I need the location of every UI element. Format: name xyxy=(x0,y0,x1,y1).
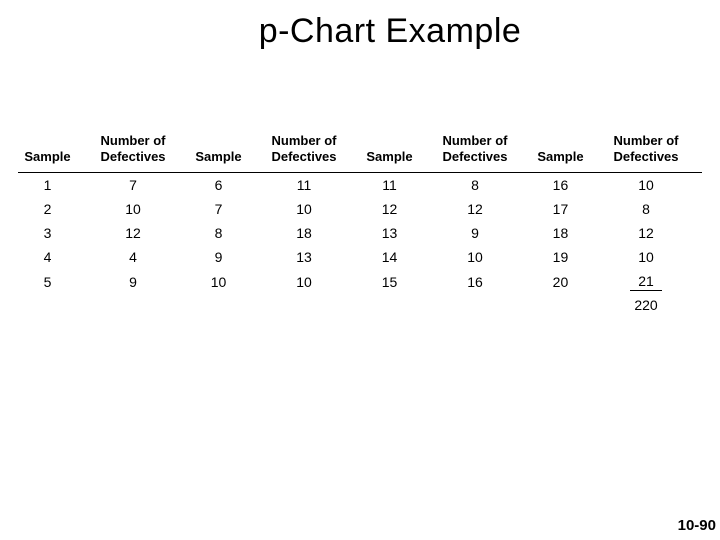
cell-sample: 19 xyxy=(531,245,590,269)
cell-defect: 9 xyxy=(77,269,189,295)
col-defect-2: Number of Defectives xyxy=(248,133,360,173)
cell-defect: 12 xyxy=(419,197,531,221)
cell-defect: 10 xyxy=(419,245,531,269)
defectives-table: Sample Number of Defectives Sample Numbe… xyxy=(18,133,702,317)
cell-sample: 6 xyxy=(189,173,248,197)
col-sample-1: Sample xyxy=(18,133,77,173)
cell-sample: 9 xyxy=(189,245,248,269)
page-number: 10-90 xyxy=(678,517,716,534)
cell-defect: 4 xyxy=(77,245,189,269)
cell-defect: 10 xyxy=(248,269,360,295)
col-sample-4: Sample xyxy=(531,133,590,173)
col-sample-3: Sample xyxy=(360,133,419,173)
cell-sample: 7 xyxy=(189,197,248,221)
hdr-line1: Number of xyxy=(442,133,507,148)
cell-defect: 7 xyxy=(77,173,189,197)
col-defect-4: Number of Defectives xyxy=(590,133,702,173)
cell-defect: 10 xyxy=(590,245,702,269)
cell-defect: 16 xyxy=(419,269,531,295)
table-row: 4 4 9 13 14 10 19 10 xyxy=(18,245,702,269)
total-value: 220 xyxy=(590,295,702,317)
hdr-line1: Number of xyxy=(271,133,336,148)
col-defect-1: Number of Defectives xyxy=(77,133,189,173)
hdr-line2: Defectives xyxy=(442,149,507,164)
page-title: p-Chart Example xyxy=(0,0,720,51)
cell-defect: 12 xyxy=(590,221,702,245)
cell-sample: 4 xyxy=(18,245,77,269)
header-row: Sample Number of Defectives Sample Numbe… xyxy=(18,133,702,173)
cell-defect: 11 xyxy=(248,173,360,197)
cell-sample: 3 xyxy=(18,221,77,245)
table-row: 2 10 7 10 12 12 17 8 xyxy=(18,197,702,221)
cell-defect: 21 xyxy=(590,269,702,295)
table-row: 3 12 8 18 13 9 18 12 xyxy=(18,221,702,245)
cell-defect: 8 xyxy=(590,197,702,221)
table-row: 1 7 6 11 11 8 16 10 xyxy=(18,173,702,197)
cell-defect: 12 xyxy=(77,221,189,245)
cell-sample: 20 xyxy=(531,269,590,295)
cell-sample: 13 xyxy=(360,221,419,245)
cell-sample: 10 xyxy=(189,269,248,295)
cell-sample: 2 xyxy=(18,197,77,221)
last-value-underlined: 21 xyxy=(630,273,662,291)
cell-sample: 14 xyxy=(360,245,419,269)
table-body: 1 7 6 11 11 8 16 10 2 10 7 10 12 12 17 8… xyxy=(18,173,702,317)
table-row: 5 9 10 10 15 16 20 21 xyxy=(18,269,702,295)
cell-sample: 11 xyxy=(360,173,419,197)
cell-defect: 10 xyxy=(590,173,702,197)
cell-sample: 8 xyxy=(189,221,248,245)
cell-sample: 5 xyxy=(18,269,77,295)
cell-defect: 10 xyxy=(248,197,360,221)
cell-sample: 12 xyxy=(360,197,419,221)
cell-defect: 9 xyxy=(419,221,531,245)
hdr-line2: Defectives xyxy=(271,149,336,164)
cell-defect: 13 xyxy=(248,245,360,269)
hdr-line1: Number of xyxy=(101,133,166,148)
cell-sample: 18 xyxy=(531,221,590,245)
cell-defect: 8 xyxy=(419,173,531,197)
hdr-line2: Defectives xyxy=(613,149,678,164)
cell-sample: 17 xyxy=(531,197,590,221)
cell-defect: 18 xyxy=(248,221,360,245)
col-defect-3: Number of Defectives xyxy=(419,133,531,173)
cell-defect: 10 xyxy=(77,197,189,221)
hdr-line2: Defectives xyxy=(100,149,165,164)
total-row: 220 xyxy=(18,295,702,317)
cell-sample: 15 xyxy=(360,269,419,295)
cell-sample: 16 xyxy=(531,173,590,197)
cell-sample: 1 xyxy=(18,173,77,197)
hdr-line1: Number of xyxy=(613,133,678,148)
col-sample-2: Sample xyxy=(189,133,248,173)
data-table-wrap: Sample Number of Defectives Sample Numbe… xyxy=(0,133,720,317)
